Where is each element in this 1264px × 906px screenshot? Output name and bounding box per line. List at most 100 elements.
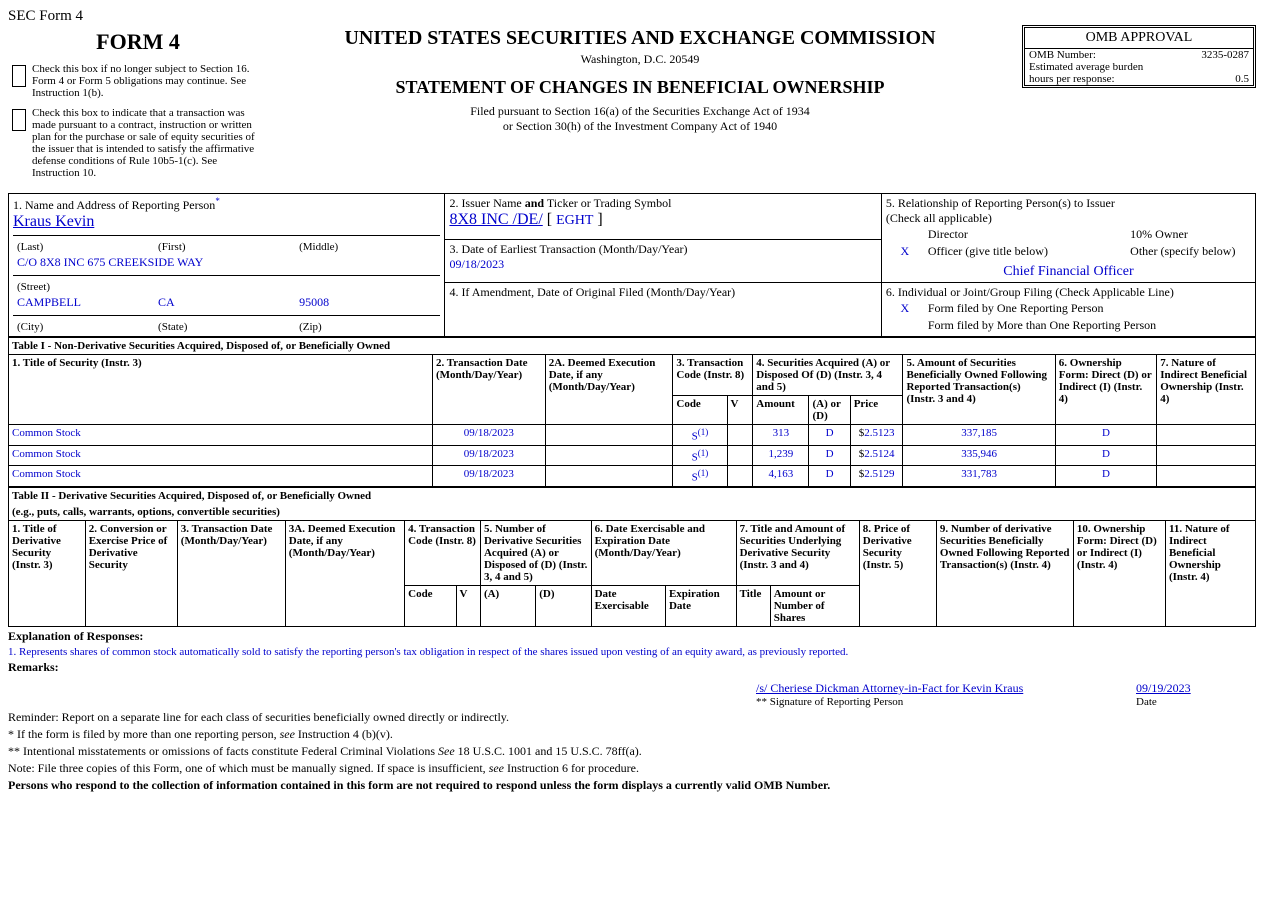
t2-amount: Amount or Number of Shares (770, 585, 859, 626)
t1-h7: 7. Nature of Indirect Beneficial Ownersh… (1157, 355, 1256, 425)
ticker: EGHT (556, 213, 593, 228)
signature-name-label: ** Signature of Reporting Person (756, 696, 1136, 708)
checkbox-box-1[interactable] (12, 65, 26, 87)
t2-h7: 7. Title and Amount of Securities Underl… (736, 520, 859, 585)
t1-amount: Amount (753, 396, 809, 425)
t1-v: V (727, 396, 753, 425)
officer-label: Officer (give title below) (924, 243, 1088, 260)
t2-h11: 11. Nature of Indirect Beneficial Owners… (1165, 520, 1255, 626)
security-title: Common Stock (9, 425, 433, 446)
t2-h2: 2. Conversion or Exercise Price of Deriv… (85, 520, 177, 626)
table-2: Table II - Derivative Securities Acquire… (8, 487, 1256, 627)
persons-text: Persons who respond to the collection of… (8, 778, 830, 792)
t2-h3: 3. Transaction Date (Month/Day/Year) (177, 520, 285, 626)
trans-note: (1) (698, 448, 709, 458)
t1-aord: (A) or (D) (809, 396, 850, 425)
star-see: see (280, 727, 295, 741)
ad: D (809, 425, 850, 446)
t2-h10: 10. Ownership Form: Direct (D) or Indire… (1073, 520, 1165, 626)
price: 2.5124 (864, 448, 894, 460)
t1-h6: 6. Ownership Form: Direct (D) or Indirec… (1055, 355, 1156, 425)
owned: 331,783 (903, 466, 1055, 487)
omb-number-label: OMB Number: (1029, 49, 1096, 61)
t2-v: V (456, 585, 480, 626)
t2-d: (D) (536, 585, 591, 626)
note-post: Instruction 6 for procedure. (504, 761, 639, 775)
price: 2.5129 (864, 468, 894, 480)
last-label: (Last) (13, 240, 154, 254)
box2-label-pre: 2. Issuer Name (449, 196, 524, 210)
t2-h9: 9. Number of derivative Securities Benef… (936, 520, 1073, 626)
first-label: (First) (154, 240, 295, 254)
street-label: (Street) (13, 280, 440, 294)
omb-hours: 0.5 (1235, 73, 1249, 85)
form: D (1055, 466, 1156, 487)
street-value: C/O 8X8 INC 675 CREEKSIDE WAY (13, 254, 440, 271)
box5-label: 5. Relationship of Reporting Person(s) t… (886, 196, 1251, 211)
t2-h4: 4. Transaction Code (Instr. 8) (405, 520, 481, 585)
t2-h3a: 3A. Deemed Execution Date, if any (Month… (285, 520, 404, 626)
amount: 4,163 (753, 466, 809, 487)
issuer-link[interactable]: 8X8 INC /DE/ (449, 211, 542, 228)
table1-title: Table I - Non-Derivative Securities Acqu… (9, 338, 1256, 355)
signature-name[interactable]: /s/ Cheriese Dickman Attorney-in-Fact fo… (756, 681, 1136, 696)
owned: 335,946 (903, 445, 1055, 466)
state-value: CA (154, 294, 295, 311)
remarks-label: Remarks: (8, 660, 59, 674)
other-label: Other (specify below) (1126, 243, 1251, 260)
reporting-info-table: 1. Name and Address of Reporting Person*… (8, 193, 1256, 337)
owner10-label: 10% Owner (1126, 226, 1251, 243)
box6-label: 6. Individual or Joint/Group Filing (Che… (886, 285, 1251, 300)
filed-line-1: Filed pursuant to Section 16(a) of the S… (268, 104, 1012, 119)
signature-date[interactable]: 09/19/2023 (1136, 681, 1256, 696)
omb-burden-label: Estimated average burden (1029, 61, 1143, 73)
signature-block: /s/ Cheriese Dickman Attorney-in-Fact fo… (756, 681, 1256, 708)
bracket-close: ] (593, 211, 602, 228)
statement-title: STATEMENT OF CHANGES IN BENEFICIAL OWNER… (268, 77, 1012, 98)
star-post: Instruction 4 (b)(v). (295, 727, 393, 741)
officer-title: Chief Financial Officer (886, 264, 1251, 280)
note-see: see (489, 761, 504, 775)
checkbox-section16: Check this box if no longer subject to S… (8, 63, 266, 99)
box3-label: 3. Date of Earliest Transaction (Month/D… (449, 242, 876, 257)
checkbox-box-2[interactable] (12, 109, 26, 131)
t1-h3: 3. Transaction Code (Instr. 8) (673, 355, 753, 396)
box1-label: 1. Name and Address of Reporting Person (13, 198, 215, 212)
reporting-person-link[interactable]: Kraus Kevin (13, 213, 94, 230)
state-label: (State) (154, 320, 295, 334)
omb-title: OMB APPROVAL (1025, 28, 1253, 49)
table2-title: Table II - Derivative Securities Acquire… (9, 487, 1256, 504)
middle-label: (Middle) (295, 240, 440, 254)
city-label: (City) (13, 320, 154, 334)
t1-h1: 1. Title of Security (Instr. 3) (9, 355, 433, 425)
trans-date: 09/18/2023 (432, 425, 545, 446)
box3-value: 09/18/2023 (449, 257, 876, 272)
t2-a: (A) (480, 585, 535, 626)
checkbox-text-2: Check this box to indicate that a transa… (32, 107, 266, 179)
dstar-post: 18 U.S.C. 1001 and 15 U.S.C. 78ff(a). (455, 744, 642, 758)
t1-h2: 2. Transaction Date (Month/Day/Year) (432, 355, 545, 425)
zip-label: (Zip) (295, 320, 440, 334)
price: 2.5123 (864, 427, 894, 439)
dstar-pre: ** Intentional misstatements or omission… (8, 744, 438, 758)
t2-h6: 6. Date Exercisable and Expiration Date … (591, 520, 736, 585)
t2-title: Title (736, 585, 770, 626)
owned: 337,185 (903, 425, 1055, 446)
dstar-see: See (438, 744, 455, 758)
box2-label-post: Ticker or Trading Symbol (544, 196, 671, 210)
table-1: Table I - Non-Derivative Securities Acqu… (8, 337, 1256, 487)
form: D (1055, 445, 1156, 466)
amount: 313 (753, 425, 809, 446)
bracket-open: [ (543, 211, 556, 228)
table-row: Common Stock 09/18/2023 S(1) 4,163 D $2.… (9, 466, 1256, 487)
omb-approval-box: OMB APPROVAL OMB Number: 3235-0287 Estim… (1022, 25, 1256, 88)
t2-h8: 8. Price of Derivative Security (Instr. … (859, 520, 936, 626)
omb-hours-label: hours per response: (1029, 73, 1115, 85)
ad: D (809, 466, 850, 487)
officer-x: X (886, 243, 924, 260)
t2-h5: 5. Number of Derivative Securities Acqui… (480, 520, 591, 585)
box4-label: 4. If Amendment, Date of Original Filed … (449, 285, 876, 300)
t2-dateex: Date Exercisable (591, 585, 665, 626)
sec-subtitle: Washington, D.C. 20549 (268, 52, 1012, 67)
page-label: SEC Form 4 (8, 8, 1256, 25)
